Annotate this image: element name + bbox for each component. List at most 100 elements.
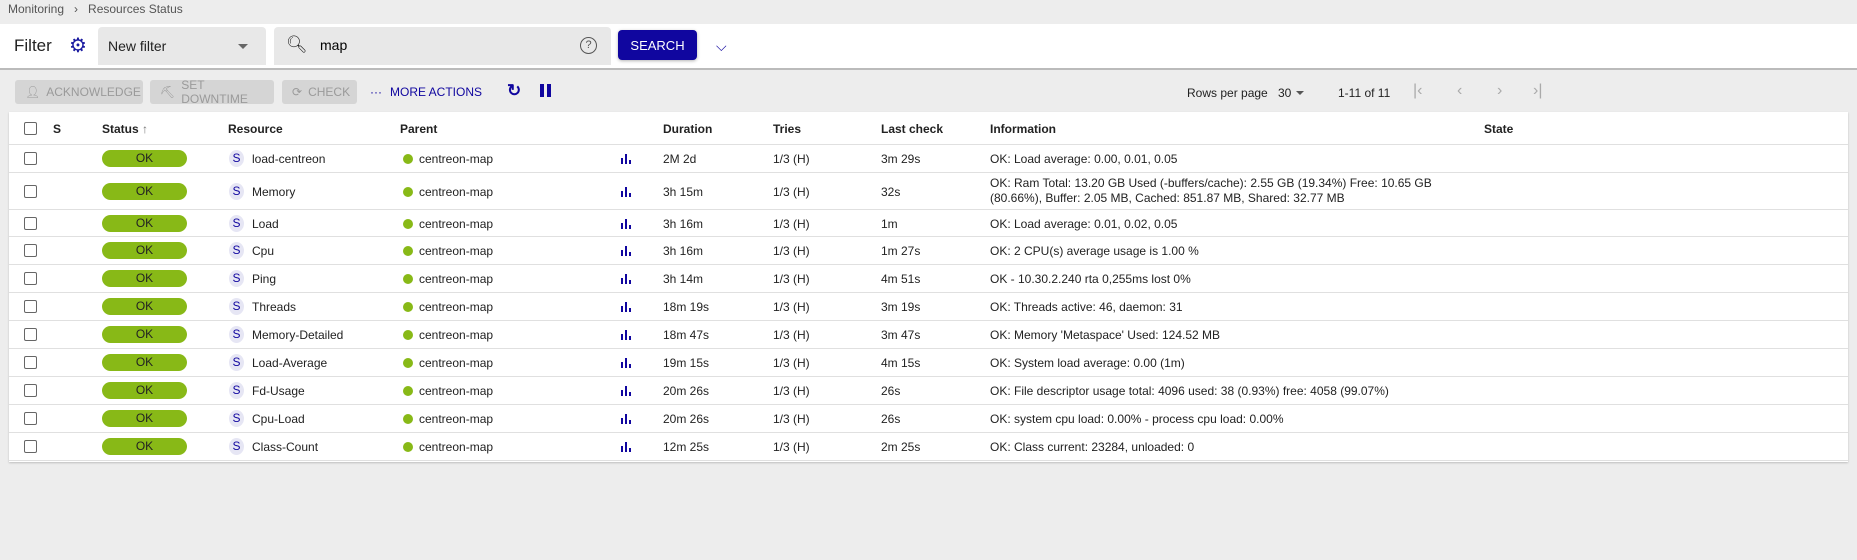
row-checkbox[interactable]: [24, 217, 37, 230]
status-badge: OK: [102, 183, 187, 200]
graph-icon[interactable]: [621, 442, 633, 452]
duration: 20m 26s: [663, 412, 710, 426]
table-row[interactable]: OK S Cpu centreon-map 3h 16m 1/3 (H) 1m …: [9, 237, 1848, 265]
column-tries[interactable]: Tries: [773, 122, 802, 136]
resource-name[interactable]: Load-Average: [252, 356, 328, 370]
rows-per-page-select[interactable]: 30: [1278, 86, 1292, 100]
parent-name[interactable]: centreon-map: [419, 356, 494, 370]
graph-icon[interactable]: [621, 302, 633, 312]
resource-name[interactable]: Ping: [252, 272, 277, 286]
check-button[interactable]: ⟳ CHECK: [282, 80, 357, 104]
table-row[interactable]: OK S Ping centreon-map 3h 14m 1/3 (H) 4m…: [9, 265, 1848, 293]
row-checkbox[interactable]: [24, 412, 37, 425]
row-checkbox[interactable]: [24, 328, 37, 341]
resource-name[interactable]: Load: [252, 217, 279, 231]
column-duration[interactable]: Duration: [663, 122, 713, 136]
row-checkbox[interactable]: [24, 440, 37, 453]
first-page-icon[interactable]: |‹: [1413, 82, 1423, 99]
graph-icon[interactable]: [621, 358, 633, 368]
last-page-icon[interactable]: ›|: [1533, 82, 1543, 99]
graph-icon[interactable]: [621, 386, 633, 396]
search-input[interactable]: [320, 37, 560, 53]
resource-name[interactable]: Fd-Usage: [252, 384, 305, 398]
status-badge: OK: [102, 354, 187, 371]
arrow-up-icon: ↑: [142, 122, 149, 136]
row-checkbox[interactable]: [24, 152, 37, 165]
row-checkbox[interactable]: [24, 272, 37, 285]
resource-name[interactable]: Cpu: [252, 244, 275, 258]
pause-icon[interactable]: [540, 84, 552, 98]
row-checkbox[interactable]: [24, 356, 37, 369]
service-type-badge: S: [229, 438, 244, 455]
parent-status-dot: [403, 414, 413, 424]
parent-name[interactable]: centreon-map: [419, 272, 494, 286]
service-type-badge: S: [229, 410, 244, 427]
column-s[interactable]: S: [53, 122, 62, 136]
search-button[interactable]: SEARCH: [618, 30, 697, 60]
information: OK: File descriptor usage total: 4096 us…: [990, 384, 1389, 398]
parent-name[interactable]: centreon-map: [419, 328, 494, 342]
more-actions-button[interactable]: ··· MORE ACTIONS: [370, 85, 482, 99]
caret-down-icon[interactable]: [1296, 91, 1304, 95]
resource-name[interactable]: Memory: [252, 185, 296, 199]
resource-name[interactable]: Threads: [252, 300, 297, 314]
select-all-checkbox[interactable]: [24, 122, 37, 135]
parent-status-dot: [403, 274, 413, 284]
help-icon[interactable]: ?: [580, 37, 597, 54]
breadcrumb-resources-status[interactable]: Resources Status: [88, 2, 183, 16]
resource-name[interactable]: Class-Count: [252, 440, 319, 454]
set-downtime-button[interactable]: ⛏ SET DOWNTIME: [150, 78, 274, 106]
graph-icon[interactable]: [621, 274, 633, 284]
table-row[interactable]: OK S Class-Count centreon-map 12m 25s 1/…: [9, 433, 1848, 461]
tries: 1/3 (H): [773, 217, 810, 231]
graph-icon[interactable]: [621, 414, 633, 424]
graph-icon[interactable]: [621, 154, 633, 164]
duration: 18m 19s: [663, 300, 710, 314]
column-state[interactable]: State: [1484, 122, 1514, 136]
parent-name[interactable]: centreon-map: [419, 217, 494, 231]
parent-status-dot: [403, 246, 413, 256]
column-information[interactable]: Information: [990, 122, 1056, 136]
acknowledge-button[interactable]: 👤︎ ACKNOWLEDGE: [15, 80, 143, 104]
table-row[interactable]: OK S Load-Average centreon-map 19m 15s 1…: [9, 349, 1848, 377]
table-row[interactable]: OK S load-centreon centreon-map 2M 2d 1/…: [9, 145, 1848, 173]
parent-name[interactable]: centreon-map: [419, 152, 494, 166]
table-row[interactable]: OK S Cpu-Load centreon-map 20m 26s 1/3 (…: [9, 405, 1848, 433]
column-last-check[interactable]: Last check: [881, 122, 944, 136]
gear-icon[interactable]: ⚙: [69, 35, 87, 57]
resource-name[interactable]: Cpu-Load: [252, 412, 305, 426]
chevron-down-icon[interactable]: ⌵: [716, 38, 727, 54]
previous-page-icon[interactable]: ‹: [1457, 82, 1463, 99]
person-icon: 👤︎: [25, 85, 41, 99]
breadcrumb-monitoring[interactable]: Monitoring: [8, 2, 65, 16]
parent-name[interactable]: centreon-map: [419, 440, 494, 454]
table-row[interactable]: OK S Load centreon-map 3h 16m 1/3 (H) 1m…: [9, 210, 1848, 237]
column-status[interactable]: Status ↑: [102, 122, 148, 136]
column-parent[interactable]: Parent: [400, 122, 438, 136]
duration: 3h 14m: [663, 272, 704, 286]
row-checkbox[interactable]: [24, 300, 37, 313]
parent-name[interactable]: centreon-map: [419, 244, 494, 258]
parent-name[interactable]: centreon-map: [419, 185, 494, 199]
filter-select[interactable]: New filter: [98, 27, 266, 65]
graph-icon[interactable]: [621, 219, 633, 229]
resource-name[interactable]: Memory-Detailed: [252, 328, 344, 342]
table-row[interactable]: OK S Fd-Usage centreon-map 20m 26s 1/3 (…: [9, 377, 1848, 405]
graph-icon[interactable]: [621, 330, 633, 340]
table-row[interactable]: OK S Memory centreon-map 3h 15m 1/3 (H) …: [9, 173, 1848, 210]
table-row[interactable]: OK S Memory-Detailed centreon-map 18m 47…: [9, 321, 1848, 349]
refresh-icon[interactable]: ↻: [507, 81, 522, 100]
row-checkbox[interactable]: [24, 185, 37, 198]
row-checkbox[interactable]: [24, 384, 37, 397]
parent-name[interactable]: centreon-map: [419, 300, 494, 314]
row-checkbox[interactable]: [24, 244, 37, 257]
graph-icon[interactable]: [621, 187, 633, 197]
parent-name[interactable]: centreon-map: [419, 384, 494, 398]
graph-icon[interactable]: [621, 246, 633, 256]
parent-status-dot: [403, 219, 413, 229]
next-page-icon[interactable]: ›: [1497, 82, 1503, 99]
table-row[interactable]: OK S Threads centreon-map 18m 19s 1/3 (H…: [9, 293, 1848, 321]
resource-name[interactable]: load-centreon: [252, 152, 326, 166]
parent-name[interactable]: centreon-map: [419, 412, 494, 426]
column-resource[interactable]: Resource: [228, 122, 283, 136]
